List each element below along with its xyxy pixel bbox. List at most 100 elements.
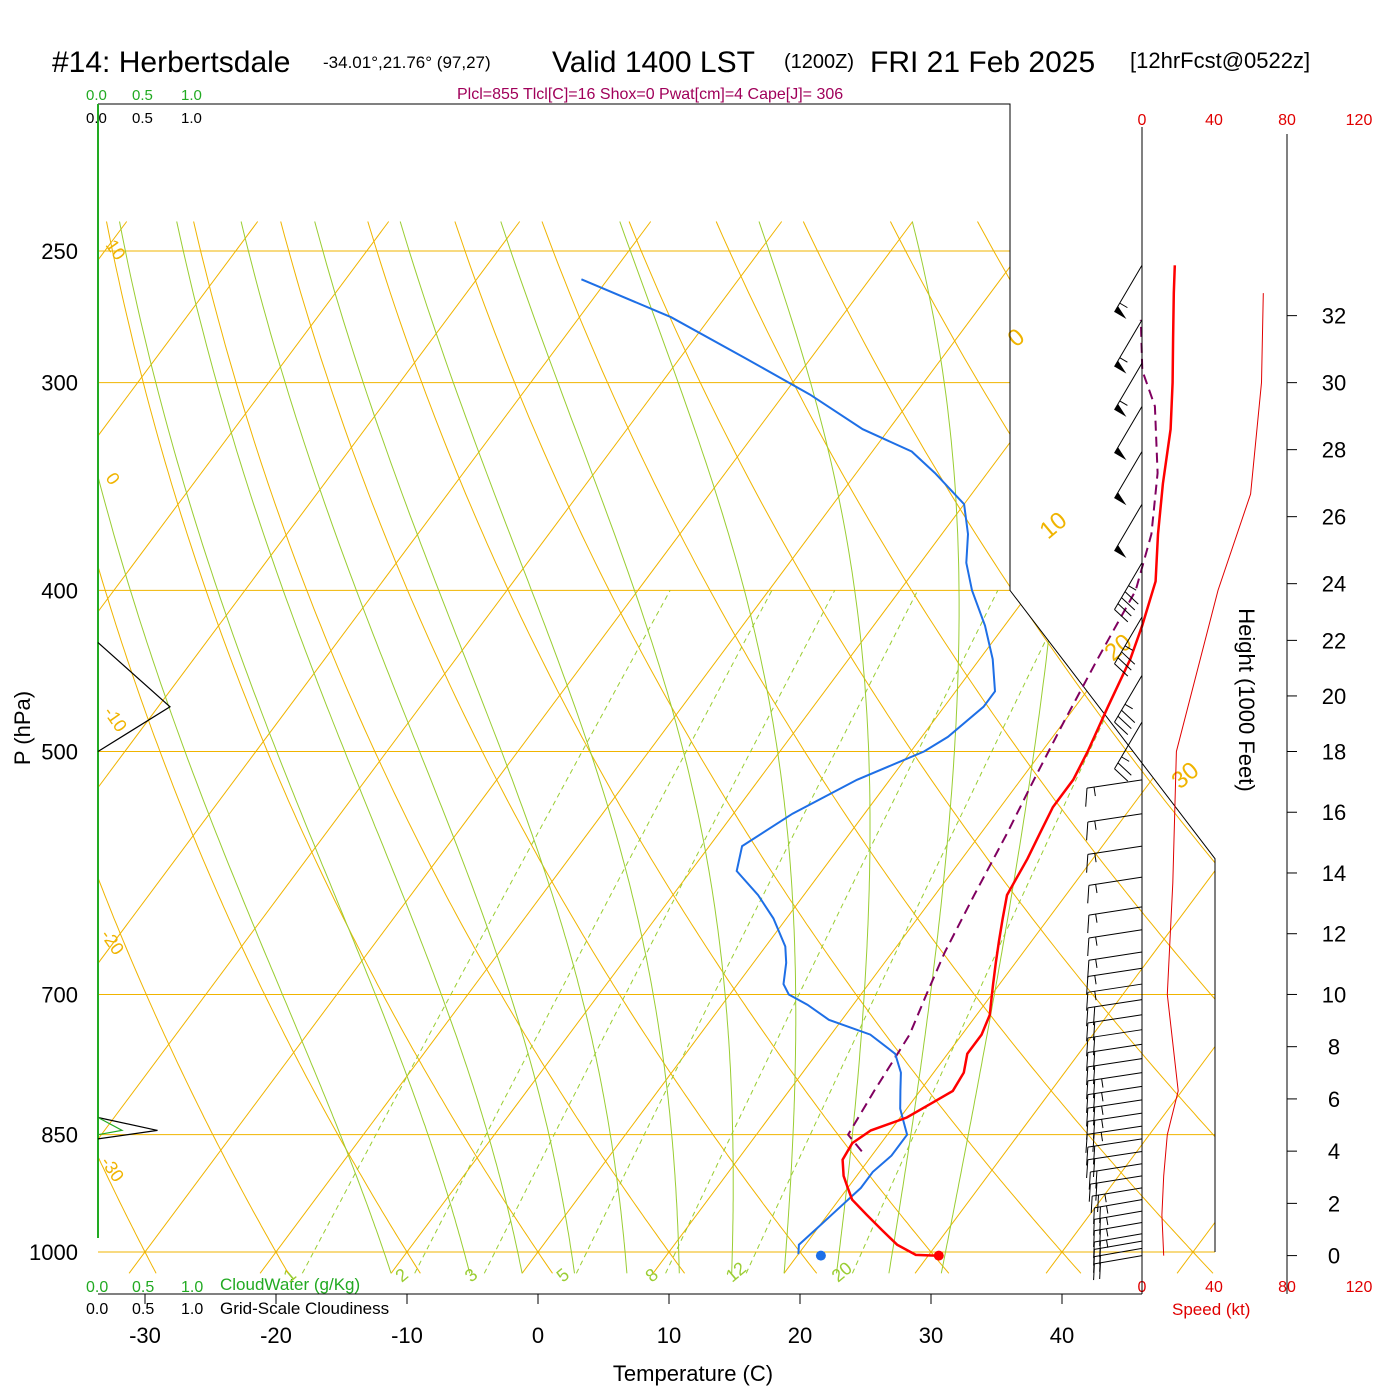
mixing-ratio-line	[665, 590, 999, 1274]
isotherm-label: -30	[97, 1153, 128, 1186]
height-tick-label: 26	[1322, 505, 1346, 530]
height-tick-label: 20	[1322, 684, 1346, 709]
cloudiness-layer	[97, 642, 171, 753]
cloudiness-bottom-tick-2: 1.0	[181, 1301, 203, 1318]
dry-adiabat-line	[193, 221, 686, 1274]
wind-barb	[1086, 1014, 1143, 1042]
moist-adiabat-line	[119, 221, 471, 1274]
dry-adiabat-line	[715, 221, 1215, 1274]
wind-barb	[1114, 562, 1143, 623]
dry-adiabat-line	[1239, 222, 1400, 1274]
dry-adiabat-line	[454, 221, 1082, 1274]
isotherm-label: 30	[1167, 757, 1205, 795]
surface-temperature-dot	[933, 1250, 944, 1261]
moist-adiabat-line	[314, 221, 628, 1274]
height-tick-label: 6	[1328, 1087, 1340, 1112]
cloud-water-layer	[97, 1116, 124, 1136]
moist-adiabat-line	[758, 221, 871, 1274]
y-tick-label: 500	[41, 740, 78, 765]
cloudiness-bottom-tick-0: 0.0	[86, 1301, 108, 1318]
wind-barb	[1093, 1199, 1143, 1225]
y-tick-label: 1000	[29, 1240, 78, 1265]
speed-top-tick-1: 40	[1205, 112, 1223, 129]
height-tick-label: 24	[1322, 572, 1346, 597]
mixing-ratio-label: 12	[722, 1258, 750, 1286]
station-title: #14: Herbertsdale	[52, 46, 290, 79]
height-tick-label: 4	[1328, 1139, 1340, 1164]
wind-barb	[1088, 1175, 1143, 1202]
y-tick-labels: 250 300 400 500 700 850 1000	[29, 239, 78, 1265]
y-tick-label: 700	[41, 982, 78, 1007]
isotherm-line	[98, 221, 783, 1274]
x-tick-label: 0	[532, 1323, 544, 1348]
cloudiness-tick-2: 1.0	[181, 110, 202, 127]
cloudiness-label: Grid-Scale Cloudiness	[220, 1299, 389, 1318]
speed-axis-label: Speed (kt)	[1172, 1300, 1250, 1319]
height-axis-label: Height (1000 Feet)	[1234, 608, 1259, 791]
dry-adiabat-line	[367, 221, 950, 1274]
dewpoint-trace	[581, 278, 997, 1255]
isotherm-label: 0	[102, 469, 124, 489]
wind-barb	[1087, 876, 1143, 904]
wind-barb	[1093, 1233, 1143, 1259]
dry-adiabat-line	[802, 221, 1215, 1274]
valid-time: Valid 1400 LST	[552, 46, 755, 79]
y-tick-label: 300	[41, 371, 78, 396]
cloud-water-label: CloudWater (g/Kg)	[220, 1275, 360, 1294]
cloud-water-tick-2: 1.0	[181, 87, 202, 104]
thermo-grid	[97, 103, 1400, 1304]
x-tick-label: 40	[1050, 1323, 1074, 1348]
height-tick-label: 30	[1322, 371, 1346, 396]
cloud-water-tick-0: 0.0	[86, 87, 107, 104]
isotherm-label: -10	[100, 703, 131, 736]
isotherm-line	[259, 221, 1045, 1274]
moist-adiabat-line	[619, 221, 797, 1274]
isotherm-line	[914, 221, 1215, 1274]
isotherm-line	[783, 221, 1215, 1274]
speed-bottom-tick-1: 40	[1205, 1279, 1223, 1296]
moist-adiabat-line	[399, 221, 680, 1274]
y-tick-label: 850	[41, 1123, 78, 1148]
x-tick-label: 20	[788, 1323, 812, 1348]
height-tick-label: 18	[1322, 740, 1346, 765]
y-tick-label: 250	[41, 239, 78, 264]
speed-top-tick-2: 80	[1278, 112, 1296, 129]
wind-barb	[1114, 406, 1143, 461]
mixing-ratio-label: 3	[461, 1264, 482, 1286]
wind-barb	[1086, 1138, 1143, 1166]
moist-adiabat-line	[240, 221, 575, 1274]
height-tick-label: 0	[1328, 1244, 1340, 1269]
dry-adiabat-line	[280, 221, 818, 1274]
mixing-ratio-label: 8	[642, 1264, 663, 1286]
x-tick-labels: -30 -20 -10 0 10 20 30 40	[129, 1323, 1074, 1348]
moist-adiabat-line	[940, 221, 1068, 1274]
isotherm-line	[1176, 221, 1215, 1274]
forecast-date: FRI 21 Feb 2025	[870, 46, 1095, 79]
sounding-params: Plcl=855 Tlcl[C]=16 Shox=0 Pwat[cm]=4 Ca…	[457, 86, 843, 103]
dry-adiabat-line	[541, 221, 1214, 1274]
wind-barb	[1086, 967, 1143, 995]
isotherm-line	[1045, 221, 1215, 1274]
wind-barb	[1093, 1222, 1143, 1247]
wind-barb	[1086, 983, 1143, 1011]
moist-adiabat-line	[500, 221, 734, 1274]
wind-barb	[1086, 1112, 1143, 1140]
mixing-ratio-line	[483, 590, 836, 1274]
speed-top-tick-3: 120	[1346, 112, 1373, 129]
dry-adiabat-line	[106, 221, 553, 1274]
height-tick-label: 14	[1322, 861, 1346, 886]
temperature-trace	[841, 265, 1177, 1257]
mixing-ratio-line	[851, 590, 1166, 1274]
y-tick-label: 400	[41, 578, 78, 603]
dry-adiabat-line	[98, 221, 289, 1274]
wind-barb	[1093, 1210, 1143, 1236]
dry-adiabat-line	[1151, 221, 1215, 1274]
parcel-trace	[846, 319, 1159, 1153]
wind-barb	[1090, 1187, 1143, 1214]
wind-barb	[1086, 813, 1143, 841]
speed-top-tick-0: 0	[1138, 112, 1147, 129]
isotherm-line	[98, 221, 390, 1274]
moist-adiabat-line	[888, 221, 960, 1274]
height-tick-label: 16	[1322, 800, 1346, 825]
